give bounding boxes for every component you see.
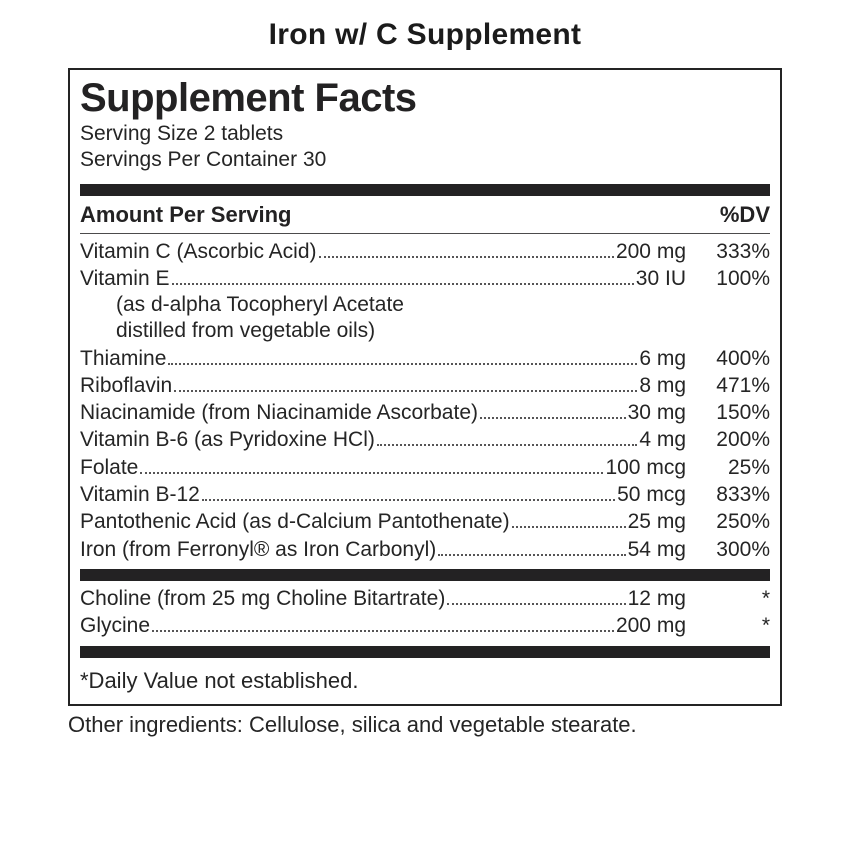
header-amount-per-serving: Amount Per Serving [80, 202, 698, 228]
nutrient-amount: 30 IU [636, 265, 686, 292]
nutrient-row: Vitamin E 30 IU 100% [80, 265, 770, 292]
nutrient-row: Choline (from 25 mg Choline Bitartrate) 1… [80, 585, 770, 612]
servings-per-container-line: Servings Per Container 30 [80, 147, 770, 173]
nutrient-amount: 50 mcg [617, 481, 686, 508]
nutrient-name: Iron (from Ferronyl® as Iron Carbonyl) [80, 536, 436, 563]
nutrient-name: Folate [80, 454, 138, 481]
leader-dots [447, 603, 625, 605]
nutrient-amount: 12 mg [628, 585, 686, 612]
nutrient-subnote: (as d-alpha Tocopheryl Acetate [80, 292, 770, 318]
nutrient-dv: 300% [698, 536, 770, 563]
nutrient-amount: 4 mg [639, 426, 686, 453]
nutrient-name: Pantothenic Acid (as d-Calcium Pantothen… [80, 508, 510, 535]
nutrient-rows-nodv: Choline (from 25 mg Choline Bitartrate) 1… [80, 585, 770, 640]
nutrient-name: Riboflavin [80, 372, 172, 399]
nutrient-row: Vitamin B-12 50 mcg 833% [80, 481, 770, 508]
leader-dots [319, 256, 614, 258]
nutrient-dv: 400% [698, 345, 770, 372]
leader-dots [168, 363, 637, 365]
nutrient-row: Vitamin B-6 (as Pyridoxine HCl) 4 mg 200% [80, 426, 770, 453]
leader-dots [438, 554, 625, 556]
nutrient-name: Niacinamide (from Niacinamide Ascorbate) [80, 399, 478, 426]
thick-rule-bottom [80, 646, 770, 658]
nutrient-dv: 150% [698, 399, 770, 426]
nutrient-row: Niacinamide (from Niacinamide Ascorbate)… [80, 399, 770, 426]
nutrient-dv: * [698, 585, 770, 612]
leader-dots [140, 472, 603, 474]
leader-dots [480, 417, 626, 419]
thin-rule-header [80, 233, 770, 234]
leader-dots [202, 499, 615, 501]
nutrient-row: Iron (from Ferronyl® as Iron Carbonyl) 54… [80, 536, 770, 563]
servings-per-container-value: 30 [303, 148, 326, 171]
leader-dots [172, 283, 634, 285]
product-title: Iron w/ C Supplement [0, 18, 850, 52]
nutrient-amount: 25 mg [628, 508, 686, 535]
nutrient-name: Vitamin C (Ascorbic Acid) [80, 238, 317, 265]
nutrient-row: Vitamin C (Ascorbic Acid) 200 mg 333% [80, 238, 770, 265]
nutrient-dv: 250% [698, 508, 770, 535]
nutrient-amount: 200 mg [616, 612, 686, 639]
nutrient-amount: 200 mg [616, 238, 686, 265]
nutrient-row: Riboflavin 8 mg 471% [80, 372, 770, 399]
nutrient-subnote: distilled from vegetable oils) [80, 318, 770, 344]
nutrient-name: Vitamin E [80, 265, 170, 292]
nutrient-amount: 8 mg [639, 372, 686, 399]
nutrient-dv: 471% [698, 372, 770, 399]
dv-footnote: *Daily Value not established. [80, 662, 770, 694]
nutrient-name: Choline (from 25 mg Choline Bitartrate) [80, 585, 445, 612]
column-header-row: Amount Per Serving %DV [80, 200, 770, 232]
leader-dots [152, 630, 614, 632]
nutrient-amount: 6 mg [639, 345, 686, 372]
serving-size-label: Serving Size [80, 122, 198, 145]
nutrient-name: Thiamine [80, 345, 166, 372]
nutrient-name: Glycine [80, 612, 150, 639]
leader-dots [174, 390, 637, 392]
header-percent-dv: %DV [698, 202, 770, 228]
other-ingredients: Other ingredients: Cellulose, silica and… [68, 712, 782, 738]
nutrient-row: Folate 100 mcg 25% [80, 454, 770, 481]
thick-rule-top [80, 184, 770, 196]
thick-rule-middle [80, 569, 770, 581]
nutrient-dv: * [698, 612, 770, 639]
leader-dots [377, 444, 637, 446]
nutrient-dv: 25% [698, 454, 770, 481]
nutrient-row: Glycine 200 mg * [80, 612, 770, 639]
nutrient-amount: 54 mg [628, 536, 686, 563]
nutrient-row: Pantothenic Acid (as d-Calcium Pantothen… [80, 508, 770, 535]
nutrient-name: Vitamin B-6 (as Pyridoxine HCl) [80, 426, 375, 453]
serving-size-line: Serving Size 2 tablets [80, 121, 770, 147]
nutrient-amount: 30 mg [628, 399, 686, 426]
leader-dots [512, 526, 626, 528]
nutrient-dv: 100% [698, 265, 770, 292]
serving-size-value: 2 tablets [204, 122, 283, 145]
supplement-facts-panel: Supplement Facts Serving Size 2 tablets … [68, 68, 782, 706]
nutrient-row: Thiamine 6 mg 400% [80, 345, 770, 372]
servings-per-container-label: Servings Per Container [80, 148, 297, 171]
nutrient-dv: 833% [698, 481, 770, 508]
nutrient-dv: 200% [698, 426, 770, 453]
nutrient-rows-main: Vitamin C (Ascorbic Acid)200 mg333%Vitam… [80, 238, 770, 563]
nutrient-name: Vitamin B-12 [80, 481, 200, 508]
nutrient-amount: 100 mcg [605, 454, 686, 481]
panel-title: Supplement Facts [80, 76, 770, 121]
nutrient-dv: 333% [698, 238, 770, 265]
